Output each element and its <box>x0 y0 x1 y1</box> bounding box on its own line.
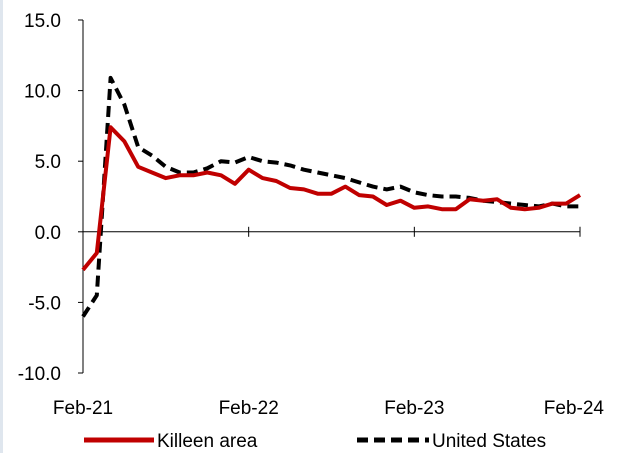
chart-axes <box>78 19 581 374</box>
y-tick-label: 5.0 <box>35 152 61 173</box>
series-line-united-states <box>81 75 580 318</box>
series-lines <box>81 75 582 318</box>
y-tick-label: -10.0 <box>18 364 61 385</box>
y-tick-labels: -10.0 -5.0 0.0 5.0 10.0 15.0 <box>18 11 61 385</box>
y-tick-label: -5.0 <box>28 293 61 314</box>
series-line-killeen-area <box>81 125 582 272</box>
x-tick-labels: Feb-21 Feb-22 Feb-23 Feb-24 <box>53 398 605 419</box>
legend-label-united-states: United States <box>432 431 546 452</box>
y-tick-label: 10.0 <box>24 82 61 103</box>
legend: Killeen area United States <box>84 431 546 452</box>
x-tick-label: Feb-21 <box>53 398 113 419</box>
y-tick-label: 15.0 <box>24 11 61 32</box>
legend-label-killeen-area: Killeen area <box>157 431 258 452</box>
x-tick-label: Feb-23 <box>384 398 444 419</box>
x-tick-label: Feb-22 <box>219 398 279 419</box>
x-tick-label: Feb-24 <box>544 398 605 419</box>
left-edge-rule <box>0 0 3 453</box>
y-tick-label: 0.0 <box>35 223 61 244</box>
